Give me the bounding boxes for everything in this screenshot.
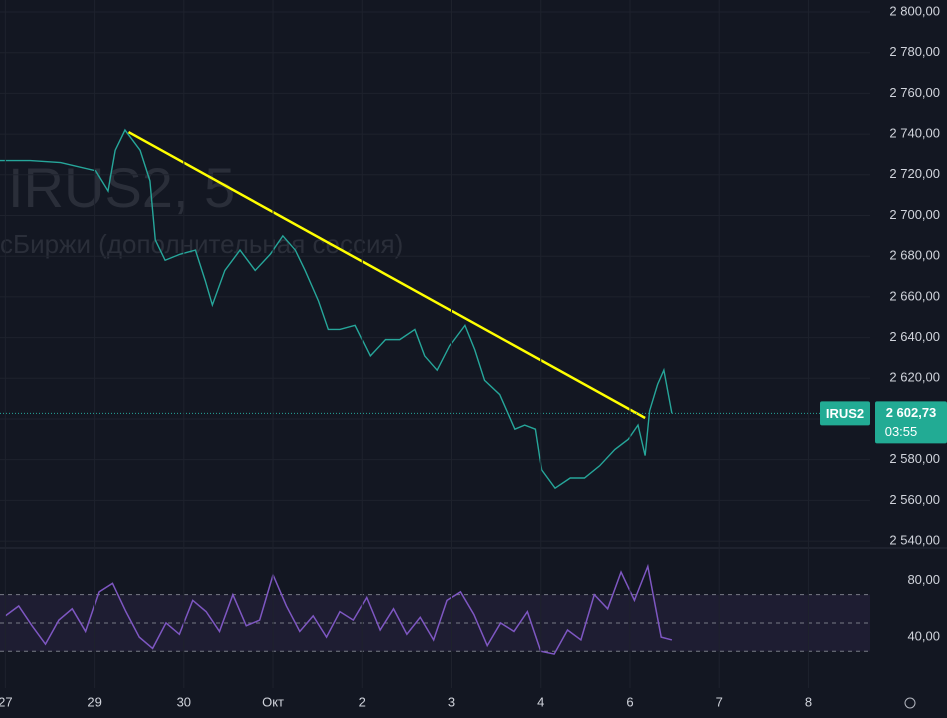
trendline bbox=[127, 130, 646, 420]
y-tick-label: 2 740,00 bbox=[889, 126, 940, 141]
x-tick-label: 4 bbox=[537, 694, 544, 709]
settings-icon[interactable] bbox=[904, 697, 916, 709]
y-tick-label: 2 680,00 bbox=[889, 248, 940, 263]
x-tick-label: 29 bbox=[87, 694, 101, 709]
x-tick-label: Окт bbox=[262, 694, 284, 709]
price-line bbox=[0, 128, 673, 490]
symbol-badge bbox=[820, 401, 870, 426]
y-tick-label: 2 700,00 bbox=[889, 207, 940, 222]
x-tick-label: 3 bbox=[448, 694, 455, 709]
y-tick-label: 2 640,00 bbox=[889, 329, 940, 344]
y-tick-label: 2 620,00 bbox=[889, 370, 940, 385]
y-tick-label: 2 760,00 bbox=[889, 85, 940, 100]
y-tick-label: 2 560,00 bbox=[889, 492, 940, 507]
countdown-label: 03:55 bbox=[885, 424, 918, 439]
y-tick-label: 2 540,00 bbox=[889, 533, 940, 548]
y-tick-label: 40,00 bbox=[907, 629, 940, 644]
watermark-subtitle: сБиржи (дополнительная сессия) bbox=[0, 229, 403, 259]
x-tick-label: 30 bbox=[177, 694, 191, 709]
x-tick-label: 6 bbox=[626, 694, 633, 709]
y-tick-label: 2 720,00 bbox=[889, 166, 940, 181]
x-tick-label: 2 bbox=[359, 694, 366, 709]
y-tick-label: 2 800,00 bbox=[889, 3, 940, 18]
symbol-label: IRUS2 bbox=[826, 406, 864, 421]
y-tick-label: 2 660,00 bbox=[889, 288, 940, 303]
x-tick-label: 8 bbox=[805, 694, 812, 709]
watermark: IRUS2, 5 bbox=[8, 156, 235, 219]
y-tick-label: 2 780,00 bbox=[889, 44, 940, 59]
price-badge bbox=[875, 401, 947, 444]
y-tick-label: 80,00 bbox=[907, 572, 940, 587]
x-tick-label: 7 bbox=[716, 694, 723, 709]
price-label: 2 602,73 bbox=[886, 405, 937, 420]
y-tick-label: 2 580,00 bbox=[889, 451, 940, 466]
pane: 2 540,002 560,002 580,002 600,002 620,00… bbox=[0, 3, 947, 548]
x-tick-label: 27 bbox=[0, 694, 13, 709]
rsi-line bbox=[4, 563, 673, 655]
